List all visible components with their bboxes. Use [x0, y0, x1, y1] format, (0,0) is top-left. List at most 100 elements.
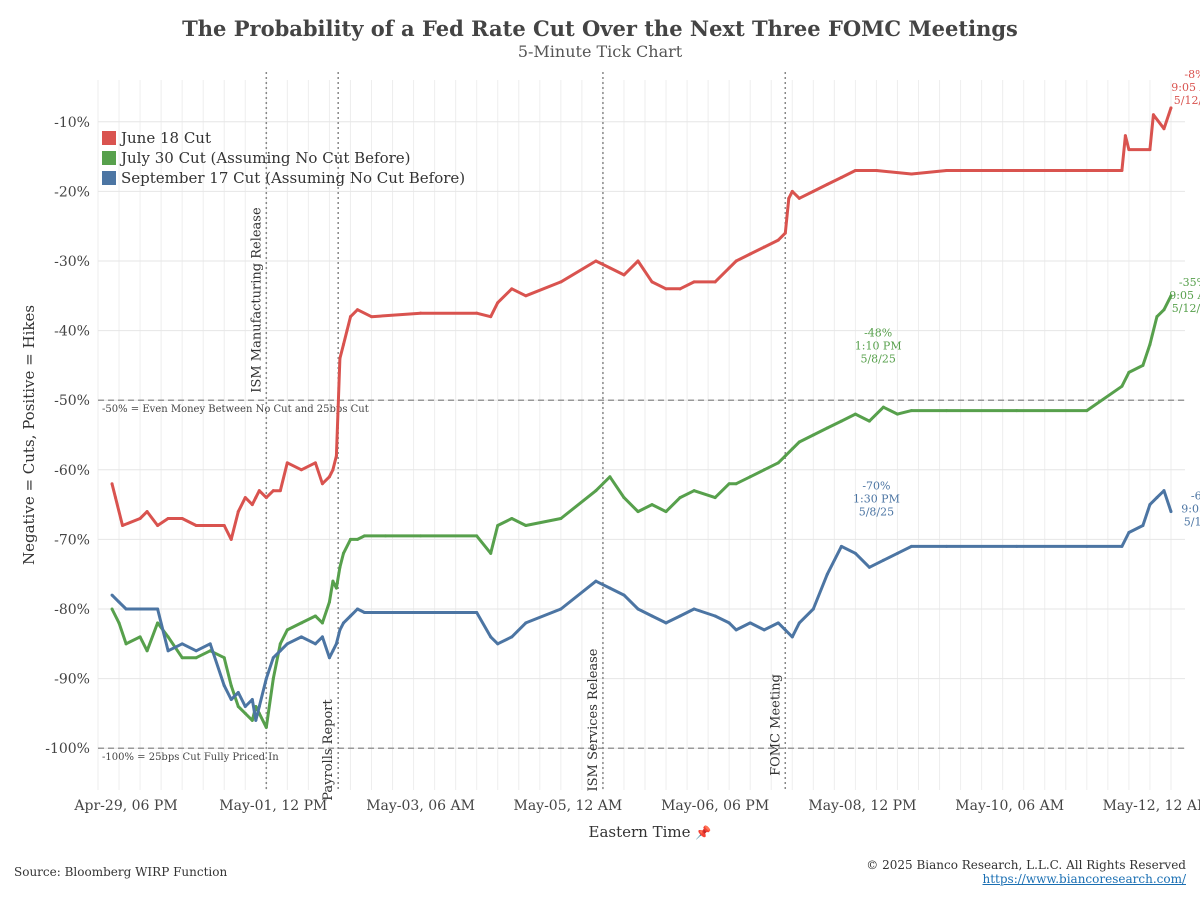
- data-point: [867, 565, 871, 569]
- data-point: [180, 642, 184, 646]
- data-point: [1085, 409, 1089, 413]
- legend-swatch-july: [102, 151, 116, 165]
- data-point: [1120, 384, 1124, 388]
- data-point: [909, 172, 913, 176]
- data-point: [510, 287, 514, 291]
- y-tick-label: -40%: [54, 324, 90, 340]
- reference-line-label: -50% = Even Money Between No Cut and 25b…: [102, 404, 369, 415]
- event-label: ISM Manufacturing Release: [249, 207, 264, 393]
- data-point: [524, 523, 528, 527]
- data-point: [762, 468, 766, 472]
- data-point: [156, 607, 160, 611]
- data-point: [362, 611, 366, 614]
- data-point: [945, 409, 949, 413]
- data-point: [285, 628, 289, 632]
- data-point: [727, 621, 731, 625]
- data-point: [945, 168, 949, 172]
- data-point: [622, 273, 626, 277]
- data-point: [236, 704, 240, 708]
- data-point: [678, 287, 682, 291]
- data-point: [783, 231, 787, 235]
- x-tick-label: May-03, 06 AM: [366, 798, 475, 814]
- data-point: [264, 725, 268, 729]
- data-point: [341, 343, 345, 347]
- data-point: [524, 621, 528, 625]
- data-point: [341, 551, 345, 555]
- data-point: [313, 461, 317, 465]
- data-point: [145, 510, 149, 514]
- data-point: [229, 698, 233, 702]
- data-point: [475, 611, 479, 614]
- data-point: [1169, 106, 1173, 110]
- data-point: [783, 454, 787, 458]
- data-point: [1151, 113, 1155, 117]
- annotation-label: 5/12/25: [1174, 94, 1200, 107]
- annotation-label: -66%: [1191, 490, 1200, 503]
- data-point: [313, 642, 317, 646]
- data-point: [510, 517, 514, 521]
- data-point: [208, 642, 212, 646]
- series-line-0: [110, 107, 1173, 541]
- data-point: [594, 259, 598, 263]
- data-point: [229, 684, 233, 688]
- annotation-label: 9:05 AM: [1181, 503, 1200, 516]
- data-point: [748, 621, 752, 625]
- data-point: [811, 433, 815, 437]
- data-point: [110, 607, 114, 611]
- y-tick-label: -10%: [54, 115, 90, 131]
- data-point: [1169, 294, 1173, 298]
- data-point: [117, 600, 121, 604]
- data-point: [320, 635, 324, 639]
- data-point: [622, 496, 626, 500]
- x-tick-label: May-05, 12 AM: [513, 798, 622, 814]
- data-point: [222, 684, 226, 688]
- data-point: [1148, 148, 1152, 152]
- data-point: [811, 607, 815, 611]
- legend-label-september: September 17 Cut (Assuming No Cut Before…: [121, 169, 466, 187]
- data-point: [1120, 168, 1124, 172]
- legend-label-july: July 30 Cut (Assuming No Cut Before): [121, 149, 411, 167]
- data-point: [895, 412, 899, 416]
- data-point: [790, 189, 794, 193]
- event-label: ISM Services Release: [586, 648, 601, 791]
- data-point: [348, 315, 352, 319]
- chart-subtitle: 5-Minute Tick Chart: [517, 42, 683, 61]
- data-point: [945, 544, 949, 548]
- website-link[interactable]: https://www.biancoresearch.com/: [982, 872, 1186, 886]
- data-point: [713, 280, 717, 284]
- data-point: [1155, 496, 1159, 500]
- data-point: [622, 593, 626, 597]
- data-point: [881, 405, 885, 409]
- data-point: [489, 551, 493, 555]
- data-point: [271, 677, 275, 681]
- x-tick-label: May-10, 06 AM: [955, 798, 1064, 814]
- annotation-label: 5/8/25: [859, 505, 894, 518]
- data-point: [762, 245, 766, 249]
- annotation-label: 5/8/25: [860, 352, 895, 365]
- data-point: [1127, 530, 1131, 534]
- data-point: [264, 496, 268, 500]
- data-point: [1169, 510, 1173, 514]
- data-point: [787, 196, 791, 200]
- data-point: [1141, 523, 1145, 527]
- data-point: [797, 621, 801, 625]
- data-point: [825, 572, 829, 576]
- data-point: [1127, 370, 1131, 374]
- data-point: [320, 621, 324, 625]
- x-tick-label: May-08, 12 PM: [808, 798, 916, 814]
- data-point: [299, 468, 303, 472]
- data-point: [825, 426, 829, 430]
- legend-swatch-june: [102, 131, 116, 145]
- annotation-label: 9:05 AM: [1169, 289, 1200, 302]
- annotation-label: 5/12/25: [1172, 302, 1200, 315]
- legend-item-july: July 30 Cut (Assuming No Cut Before): [102, 148, 465, 168]
- data-point: [524, 294, 528, 298]
- data-point: [1120, 544, 1124, 548]
- data-point: [194, 523, 198, 527]
- pin-icon[interactable]: 📌: [695, 826, 712, 841]
- data-point: [194, 656, 198, 660]
- data-point: [254, 718, 258, 722]
- data-point: [254, 496, 258, 500]
- data-point: [341, 621, 345, 625]
